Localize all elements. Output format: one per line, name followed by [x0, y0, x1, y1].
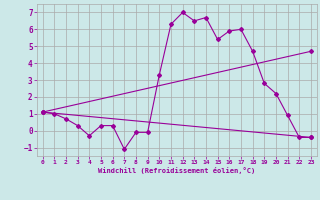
X-axis label: Windchill (Refroidissement éolien,°C): Windchill (Refroidissement éolien,°C) [98, 167, 255, 174]
